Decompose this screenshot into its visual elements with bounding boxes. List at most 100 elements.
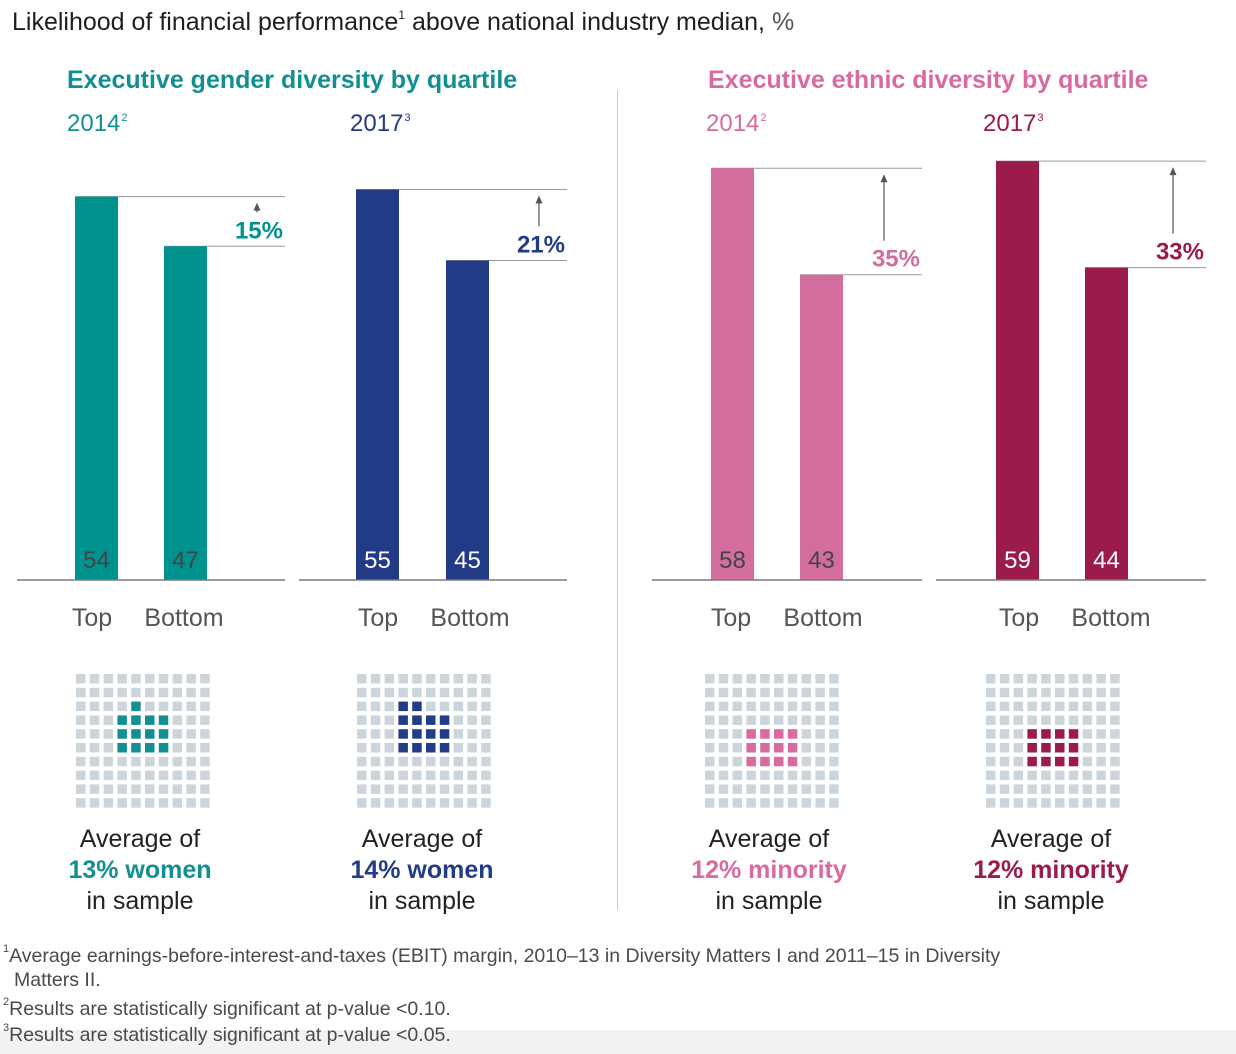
waffle-cell bbox=[200, 798, 210, 808]
waffle-cell bbox=[718, 674, 729, 684]
waffle-cell bbox=[732, 701, 743, 712]
waffle-cell bbox=[1082, 798, 1093, 808]
waffle-cell bbox=[89, 715, 100, 725]
waffle-cell bbox=[1068, 674, 1079, 684]
waffle-cell bbox=[1082, 770, 1093, 781]
waffle-cell bbox=[357, 715, 367, 725]
waffle-cell bbox=[986, 770, 996, 781]
waffle-cell bbox=[172, 770, 183, 781]
waffle-cell bbox=[172, 701, 183, 712]
waffle-cell bbox=[172, 743, 183, 753]
difference-label-gender-2017: 21% bbox=[517, 232, 565, 259]
waffle-cell bbox=[481, 743, 491, 753]
waffle-cell bbox=[815, 729, 825, 739]
waffle-cell bbox=[426, 756, 436, 767]
value-label-bottom-ethnic-2017: 44 bbox=[1093, 547, 1120, 574]
difference-arrowhead-gender-2017 bbox=[535, 195, 543, 204]
waffle-cell bbox=[117, 687, 127, 698]
waffle-cell bbox=[815, 743, 825, 753]
waffle-cell bbox=[732, 715, 743, 725]
waffle-cell bbox=[200, 715, 210, 725]
waffle-cell bbox=[370, 798, 381, 808]
waffle-cell bbox=[718, 743, 729, 753]
waffle-cell bbox=[760, 701, 770, 712]
waffle-cell bbox=[718, 687, 729, 698]
waffle-cell-highlight bbox=[398, 701, 408, 712]
waffle-cell bbox=[357, 729, 367, 739]
waffle-cell bbox=[426, 784, 436, 794]
waffle-cell bbox=[774, 715, 784, 725]
waffle-cell bbox=[89, 729, 100, 739]
waffle-cell bbox=[1027, 784, 1037, 794]
year-label-ethnic-2017: 20173 bbox=[983, 110, 1044, 137]
value-label-bottom-ethnic-2014: 43 bbox=[808, 547, 835, 574]
waffle-cell bbox=[103, 784, 114, 794]
waffle-cell bbox=[158, 701, 169, 712]
waffle-cell bbox=[1096, 770, 1106, 781]
waffle-cell-highlight bbox=[1055, 756, 1065, 767]
waffle-cell bbox=[439, 674, 450, 684]
waffle-cell bbox=[774, 784, 784, 794]
waffle-cell bbox=[1027, 674, 1037, 684]
waffle-cell bbox=[76, 715, 86, 725]
tick-top-ethnic-2014: Top bbox=[710, 604, 752, 632]
waffle-cell bbox=[1041, 674, 1051, 684]
waffle-cell bbox=[999, 715, 1010, 725]
waffle-cell-highlight bbox=[145, 729, 155, 739]
waffle-cell bbox=[357, 674, 367, 684]
value-label-bottom-gender-2017: 45 bbox=[454, 547, 481, 574]
waffle-cell bbox=[398, 770, 408, 781]
waffle-cell bbox=[186, 729, 196, 739]
waffle-cell bbox=[200, 729, 210, 739]
waffle-cell bbox=[186, 715, 196, 725]
waffle-cell bbox=[1068, 701, 1079, 712]
waffle-cell bbox=[186, 784, 196, 794]
waffle-cell bbox=[412, 798, 422, 808]
waffle-cell bbox=[829, 743, 839, 753]
waffle-cell-highlight bbox=[774, 743, 784, 753]
waffle-cell-highlight bbox=[760, 743, 770, 753]
waffle-cell bbox=[117, 798, 127, 808]
waffle-cell bbox=[1096, 674, 1106, 684]
waffle-cell bbox=[357, 784, 367, 794]
waffle-cell-highlight bbox=[145, 743, 155, 753]
waffle-cell bbox=[481, 687, 491, 698]
sample-average-gender-2014: Average of 13% women in sample bbox=[10, 824, 270, 917]
waffle-cell bbox=[481, 729, 491, 739]
waffle-cell bbox=[1068, 784, 1079, 794]
bar-top-gender-2017 bbox=[356, 189, 399, 580]
sample-average-value: 13% women bbox=[68, 856, 212, 884]
waffle-cell bbox=[384, 798, 395, 808]
waffle-cell bbox=[481, 798, 491, 808]
waffle-cell bbox=[705, 729, 715, 739]
waffle-cell bbox=[131, 798, 141, 808]
waffle-cell bbox=[384, 674, 395, 684]
waffle-cell bbox=[746, 784, 756, 794]
waffle-cell bbox=[158, 798, 169, 808]
waffle-cell bbox=[117, 770, 127, 781]
waffle-cell-highlight bbox=[439, 715, 450, 725]
waffle-cell-highlight bbox=[1068, 743, 1079, 753]
waffle-cell bbox=[172, 715, 183, 725]
waffle-cell bbox=[439, 687, 450, 698]
waffle-cell bbox=[117, 701, 127, 712]
sample-average-value: 12% minority bbox=[691, 856, 847, 884]
waffle-cell bbox=[1041, 687, 1051, 698]
waffle-cell bbox=[1096, 687, 1106, 698]
waffle-cell bbox=[76, 784, 86, 794]
waffle-cell bbox=[1110, 756, 1120, 767]
waffle-cell-highlight bbox=[131, 729, 141, 739]
waffle-cell bbox=[705, 715, 715, 725]
waffle-cell bbox=[787, 687, 798, 698]
waffle-cell bbox=[746, 715, 756, 725]
waffle-cell bbox=[200, 743, 210, 753]
waffle-cell bbox=[1096, 729, 1106, 739]
waffle-cell bbox=[1055, 798, 1065, 808]
waffle-cell bbox=[774, 701, 784, 712]
waffle-cell bbox=[1055, 701, 1065, 712]
tick-top-gender-2017: Top bbox=[357, 604, 399, 632]
waffle-cell-highlight bbox=[1068, 729, 1079, 739]
waffle-cell bbox=[103, 715, 114, 725]
waffle-cell-highlight bbox=[439, 729, 450, 739]
value-label-top-ethnic-2014: 58 bbox=[719, 547, 746, 574]
